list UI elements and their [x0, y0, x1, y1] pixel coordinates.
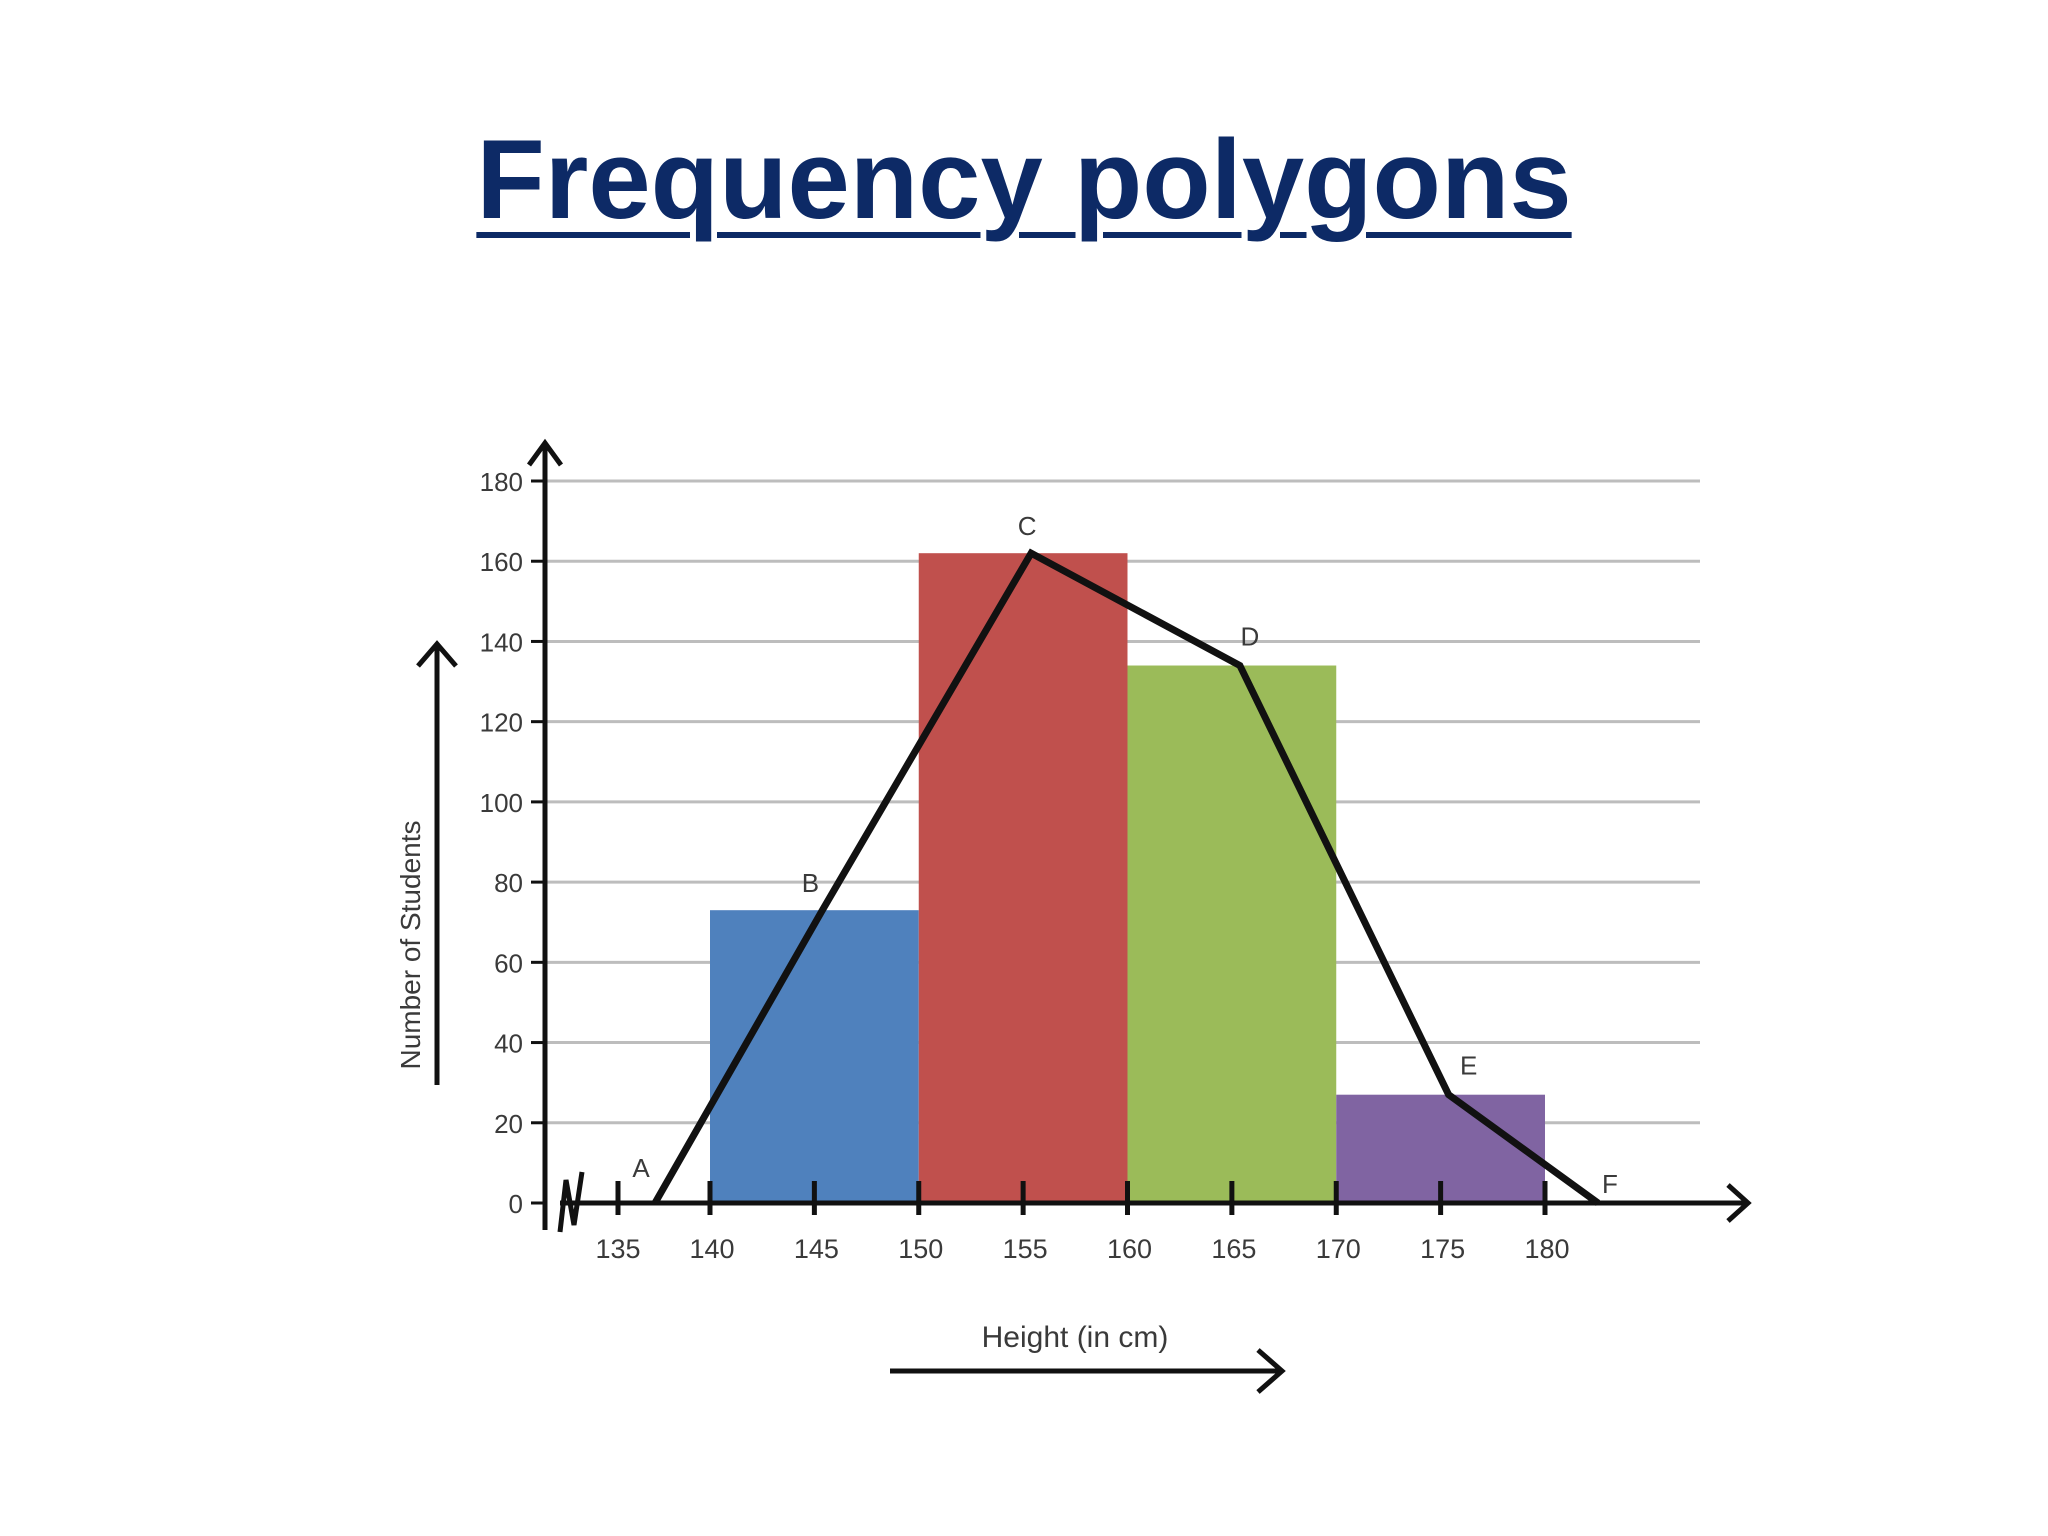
x-tick-label-140: 140: [689, 1234, 734, 1264]
axis-break-icon: [557, 1171, 585, 1233]
x-tick-label-160: 160: [1107, 1234, 1152, 1264]
y-tick-label-140: 140: [480, 627, 523, 657]
polygon-line: [651, 548, 1601, 1206]
y-axis-arrow: [526, 438, 564, 467]
y-tick-label-60: 60: [494, 948, 523, 978]
point-label-d: D: [1240, 622, 1259, 652]
slide-title: Frequency polygons: [0, 118, 2048, 241]
y-tick-label-0: 0: [509, 1189, 523, 1219]
x-axis-arrow: [1726, 1183, 1752, 1223]
y-tick-label-100: 100: [480, 788, 523, 818]
axes: [416, 438, 1752, 1394]
x-tick-label-180: 180: [1524, 1234, 1569, 1264]
x-tick-label-175: 175: [1420, 1234, 1465, 1264]
y-tick-label-120: 120: [480, 708, 523, 738]
point-label-a: A: [632, 1153, 650, 1183]
histogram-bars: [710, 553, 1545, 1203]
y-axis-ticks: 0 20 40 60 80 100 120 140 160 180: [480, 467, 545, 1219]
bar-160-170: [1127, 665, 1337, 1203]
bar-150-160: [918, 553, 1128, 1203]
point-label-f: F: [1602, 1169, 1618, 1199]
y-tick-label-160: 160: [480, 547, 523, 577]
y-direction-arrow-head: [416, 640, 458, 668]
frequency-polygon: A B C D E F: [632, 511, 1618, 1206]
x-axis-label: Height (in cm): [982, 1321, 1169, 1354]
y-tick-label-20: 20: [494, 1109, 523, 1139]
x-tick-label-155: 155: [1003, 1234, 1048, 1264]
y-tick-label-40: 40: [494, 1029, 523, 1059]
x-direction-arrow-head: [1256, 1348, 1286, 1394]
x-tick-label-135: 135: [595, 1234, 640, 1264]
x-tick-label-165: 165: [1211, 1234, 1256, 1264]
axis-labels: Number of Students Height (in cm): [395, 820, 1168, 1354]
bar-140-150: [710, 910, 919, 1203]
y-tick-label-180: 180: [480, 467, 523, 497]
x-tick-label-145: 145: [794, 1234, 839, 1264]
x-axis-ticks: 135 140 145 150 155 160 165 170 175 180: [595, 1181, 1570, 1264]
slide-title-text: Frequency polygons: [476, 117, 1572, 242]
point-label-c: C: [1018, 511, 1037, 541]
point-label-b: B: [802, 868, 819, 898]
y-tick-label-80: 80: [494, 868, 523, 898]
point-label-e: E: [1460, 1051, 1477, 1081]
x-tick-label-170: 170: [1316, 1234, 1361, 1264]
x-tick-label-150: 150: [898, 1234, 943, 1264]
y-axis-label: Number of Students: [395, 820, 426, 1069]
